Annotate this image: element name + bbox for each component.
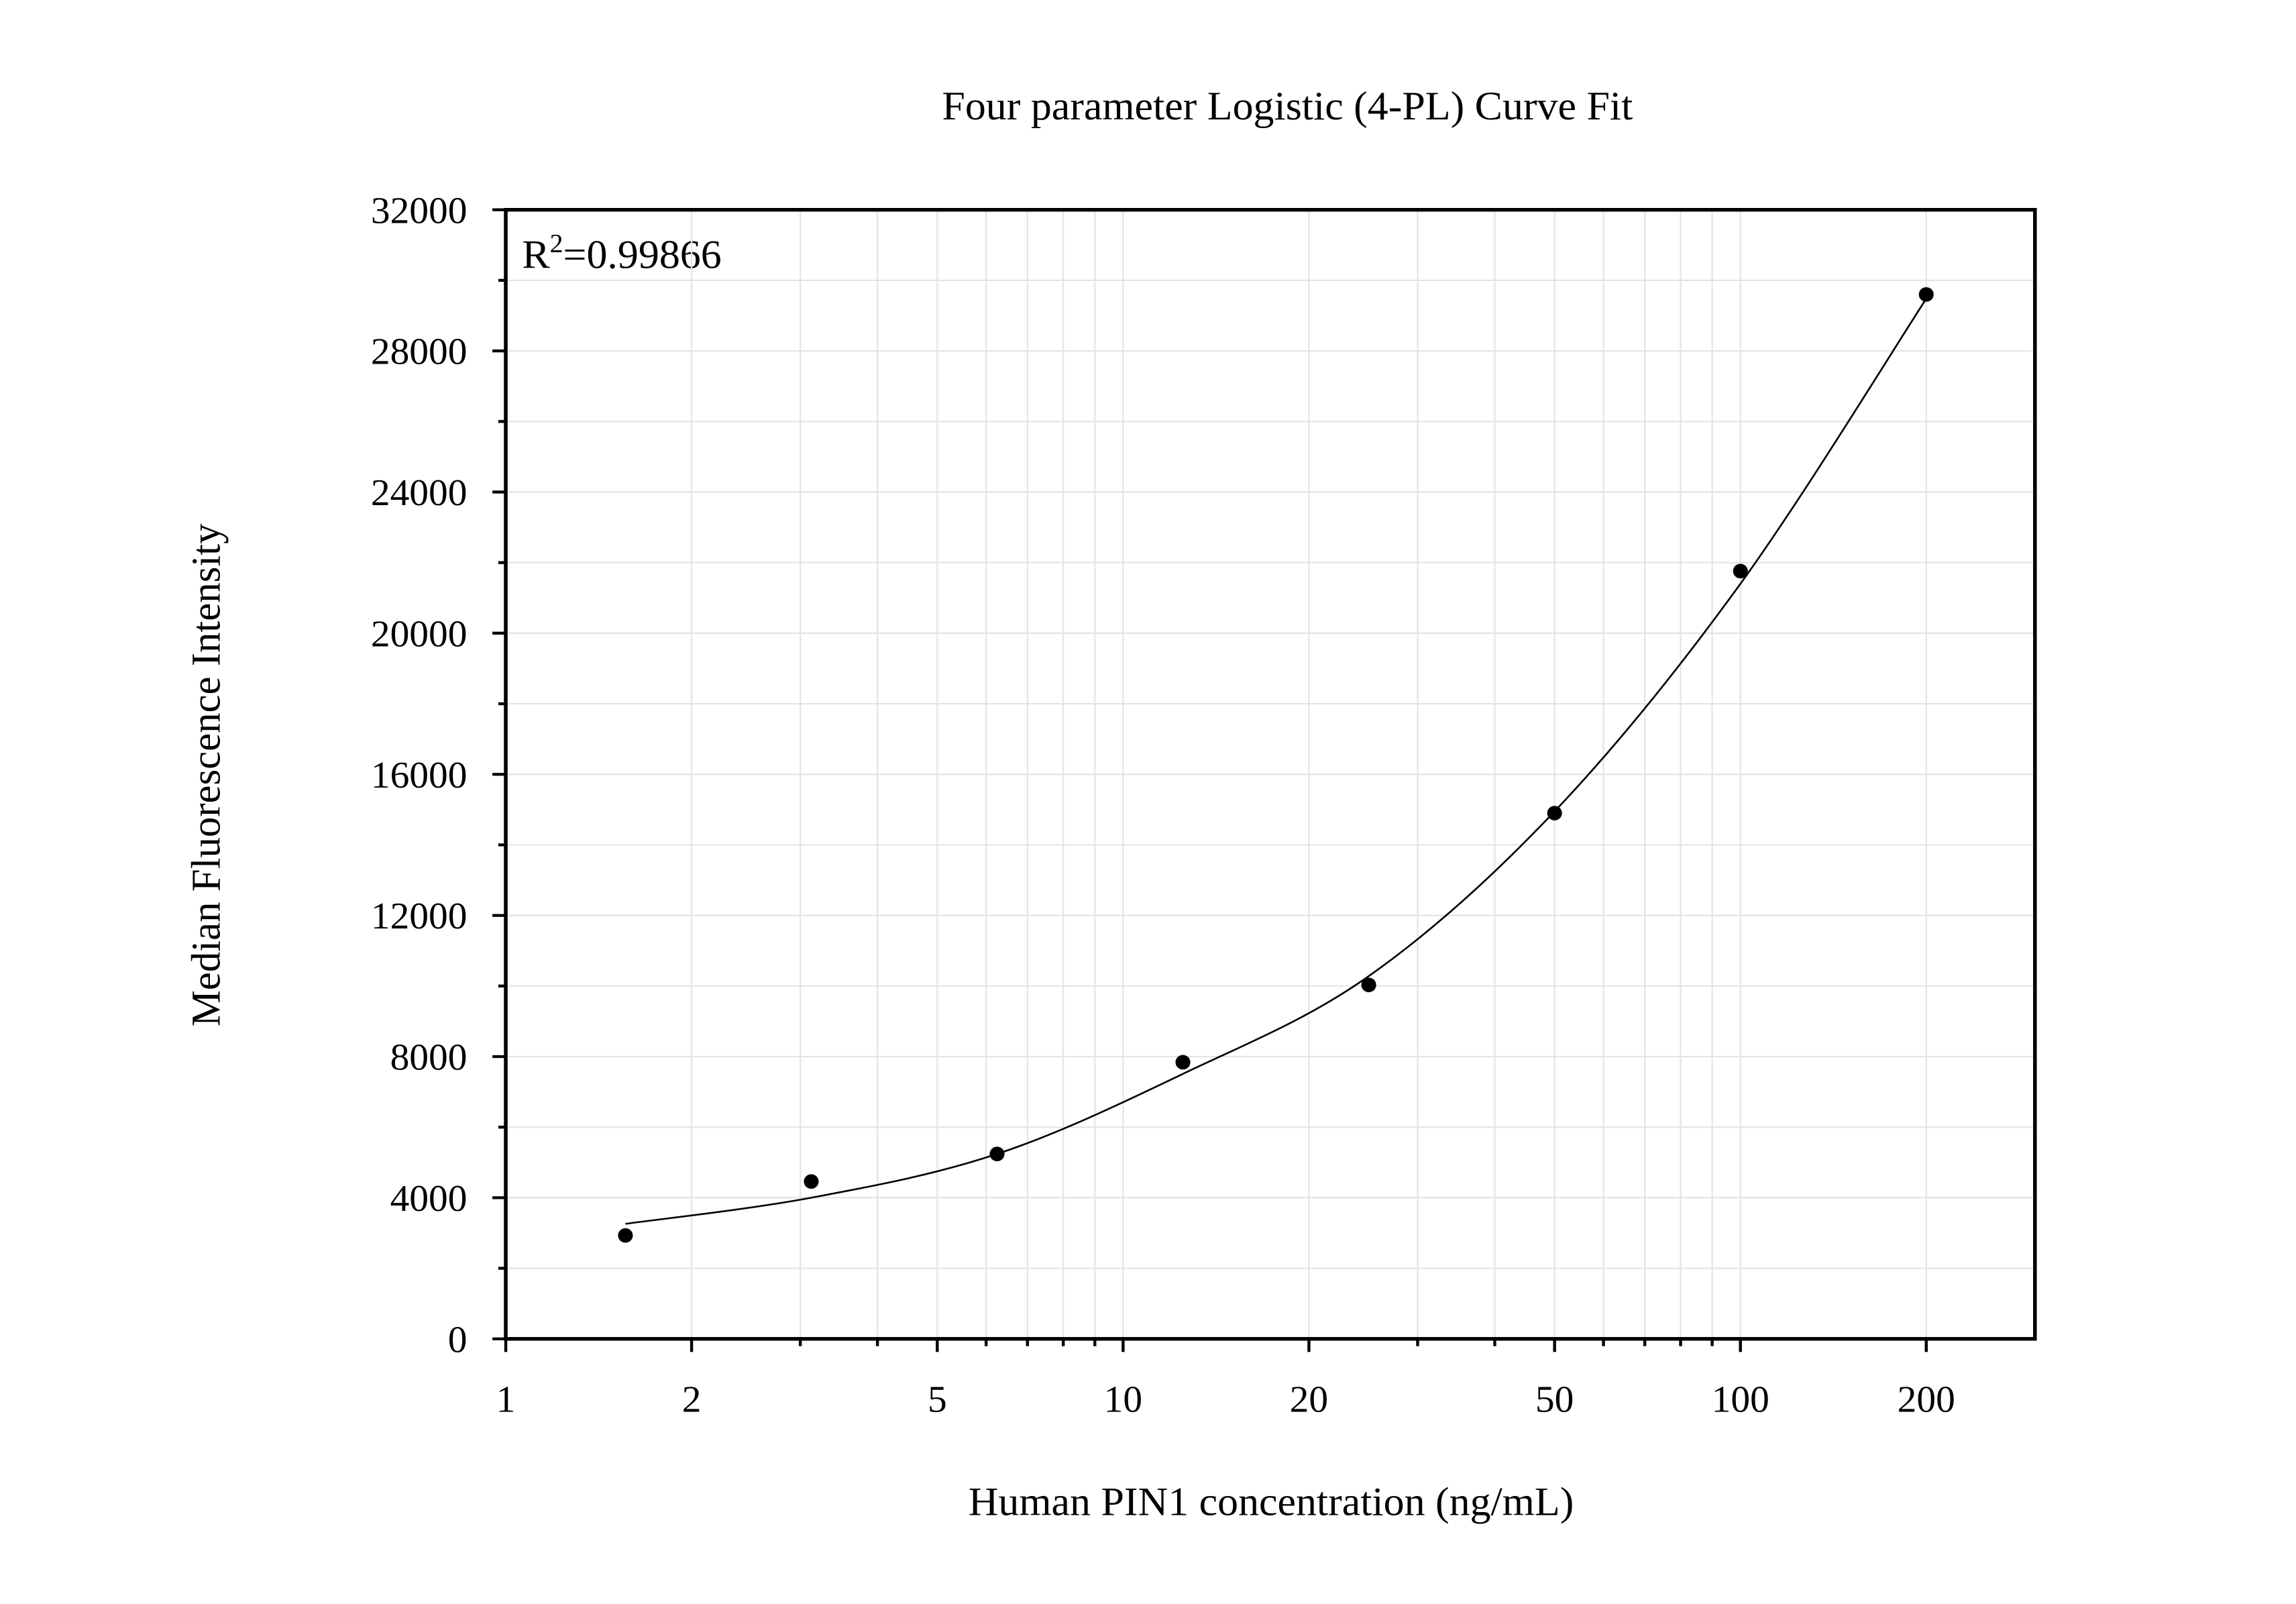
x-tick-label: 2 (682, 1379, 702, 1420)
data-point (618, 1228, 633, 1243)
data-point (989, 1146, 1005, 1162)
data-point (1733, 564, 1748, 579)
data-point (1175, 1055, 1191, 1070)
y-tick-label: 8000 (390, 1036, 468, 1078)
annotation-sup: 2 (550, 229, 563, 258)
x-tick-label: 200 (1898, 1379, 1955, 1420)
y-tick-label: 0 (448, 1319, 468, 1360)
y-tick-label: 16000 (371, 754, 468, 796)
annotation-base: R (522, 232, 549, 277)
data-point (1361, 977, 1376, 993)
y-tick-label: 32000 (371, 190, 468, 231)
y-tick-label: 20000 (371, 613, 468, 655)
x-tick-label: 50 (1535, 1379, 1574, 1420)
x-tick-label: 5 (928, 1379, 947, 1420)
chart-title: Four parameter Logistic (4-PL) Curve Fit (942, 84, 1633, 129)
y-axis-label: Median Fluorescence Intensity (183, 523, 229, 1026)
x-tick-label: 20 (1290, 1379, 1328, 1420)
fit-curve (625, 298, 1927, 1225)
annotation: R2=0.99866 (522, 229, 721, 277)
data-point (1918, 287, 1934, 302)
data-point (804, 1174, 819, 1189)
x-tick-label: 10 (1104, 1379, 1142, 1420)
data-point (1547, 806, 1562, 820)
y-tick-label: 24000 (371, 472, 468, 513)
y-tick-label: 4000 (390, 1177, 468, 1219)
x-axis-label: Human PIN1 concentration (ng/mL) (969, 1479, 1574, 1524)
y-tick-label: 12000 (371, 896, 468, 937)
x-tick-label: 100 (1712, 1379, 1769, 1420)
annotation-text: =0.99866 (563, 232, 722, 277)
y-tick-label: 28000 (371, 331, 468, 372)
x-tick-label: 1 (496, 1379, 516, 1420)
